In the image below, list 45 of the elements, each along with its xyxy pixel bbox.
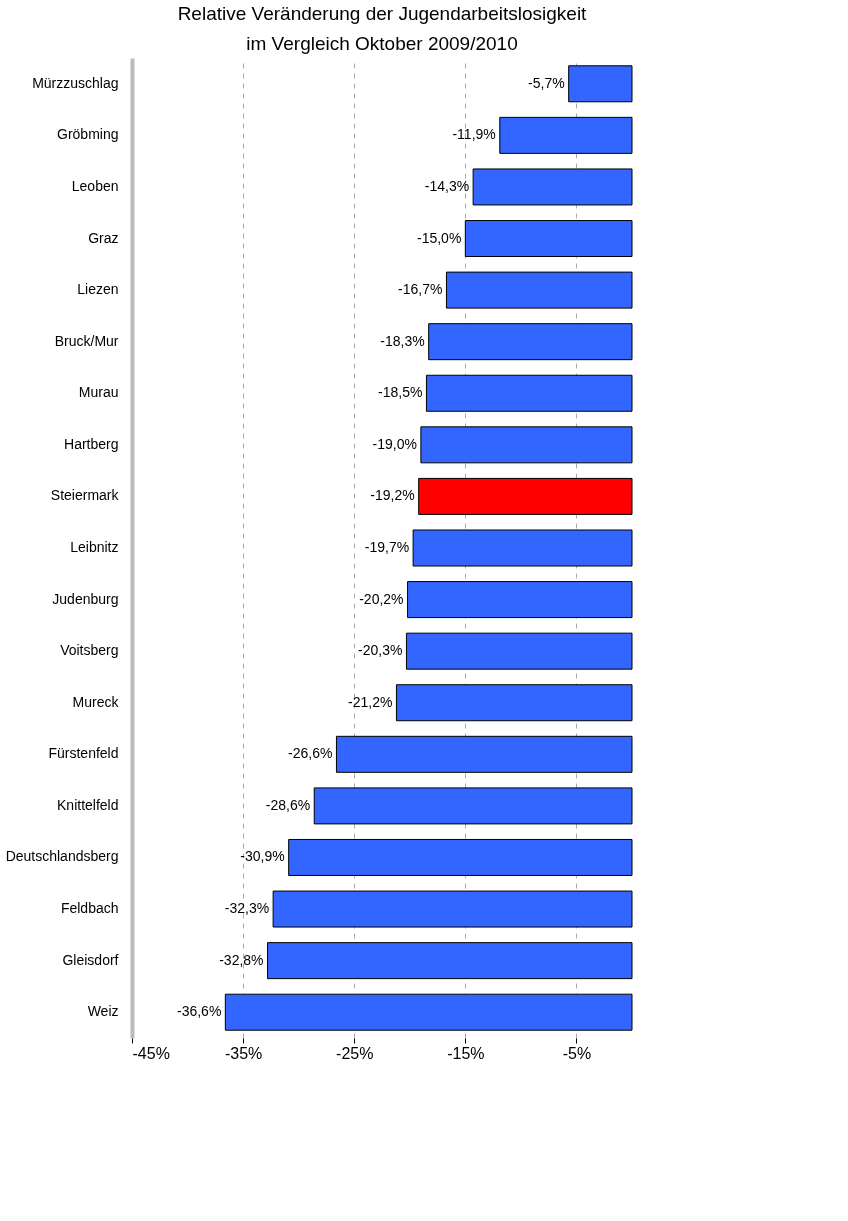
y-tick-label: Feldbach (60, 900, 119, 917)
y-tick-label: Gröbming (57, 126, 119, 143)
data-label: -30,9% (240, 848, 285, 865)
y-tick-label: Weiz (87, 1003, 119, 1020)
y-tick-label: Voitsberg (60, 642, 119, 659)
data-label: -20,3% (358, 642, 403, 659)
y-tick-label: Hartberg (64, 435, 119, 452)
data-label: -28,6% (265, 796, 311, 813)
data-label: -36,6% (176, 1003, 222, 1020)
y-tick-label: Knittelfeld (57, 796, 119, 813)
data-label: -16,7% (398, 281, 443, 298)
y-tick-label: Deutschlandsberg (5, 848, 119, 865)
x-tick-label: -5% (562, 1044, 592, 1062)
y-tick-label: Murau (78, 384, 119, 401)
x-tick-label: -45% (132, 1044, 170, 1062)
y-tick-label: Judenburg (52, 590, 119, 607)
data-label: -20,2% (359, 590, 404, 607)
data-label: -32,3% (224, 900, 270, 917)
data-label: -18,3% (380, 332, 425, 349)
data-label: -26,6% (288, 745, 333, 762)
y-tick-label: Mürzzuschlag (32, 74, 119, 91)
data-label: -5,7% (528, 74, 565, 91)
data-label: -19,2% (370, 487, 415, 504)
x-tick-label: -15% (447, 1044, 485, 1062)
y-tick-label: Graz (88, 229, 119, 246)
y-tick-label: Gleisdorf (62, 951, 119, 968)
data-label: -21,2% (348, 693, 393, 710)
text: im Vergleich Oktober 2009/2010 (246, 33, 518, 54)
data-label: -14,3% (424, 177, 470, 194)
x-tick-label: -35% (224, 1044, 263, 1062)
data-label: -32,8% (219, 951, 264, 968)
data-label: -11,9% (452, 126, 496, 143)
y-tick-label: Liezen (77, 281, 119, 298)
data-label: -19,7% (364, 539, 410, 555)
y-tick-label: Leibnitz (70, 539, 119, 555)
y-tick-label: Leoben (71, 177, 119, 194)
y-tick-label: Steiermark (50, 487, 120, 504)
y-tick-label: Fürstenfeld (48, 745, 119, 762)
data-label: -18,5% (378, 384, 423, 401)
x-tick-label: -25% (336, 1044, 374, 1062)
y-tick-label: Bruck/Mur (54, 332, 119, 349)
text: Relative Veränderung der Jugendarbeitslosigkeit (177, 3, 587, 24)
y-tick-label: Mureck (72, 693, 120, 710)
data-label: -19,0% (372, 435, 417, 452)
data-label: -15,0% (416, 229, 462, 246)
